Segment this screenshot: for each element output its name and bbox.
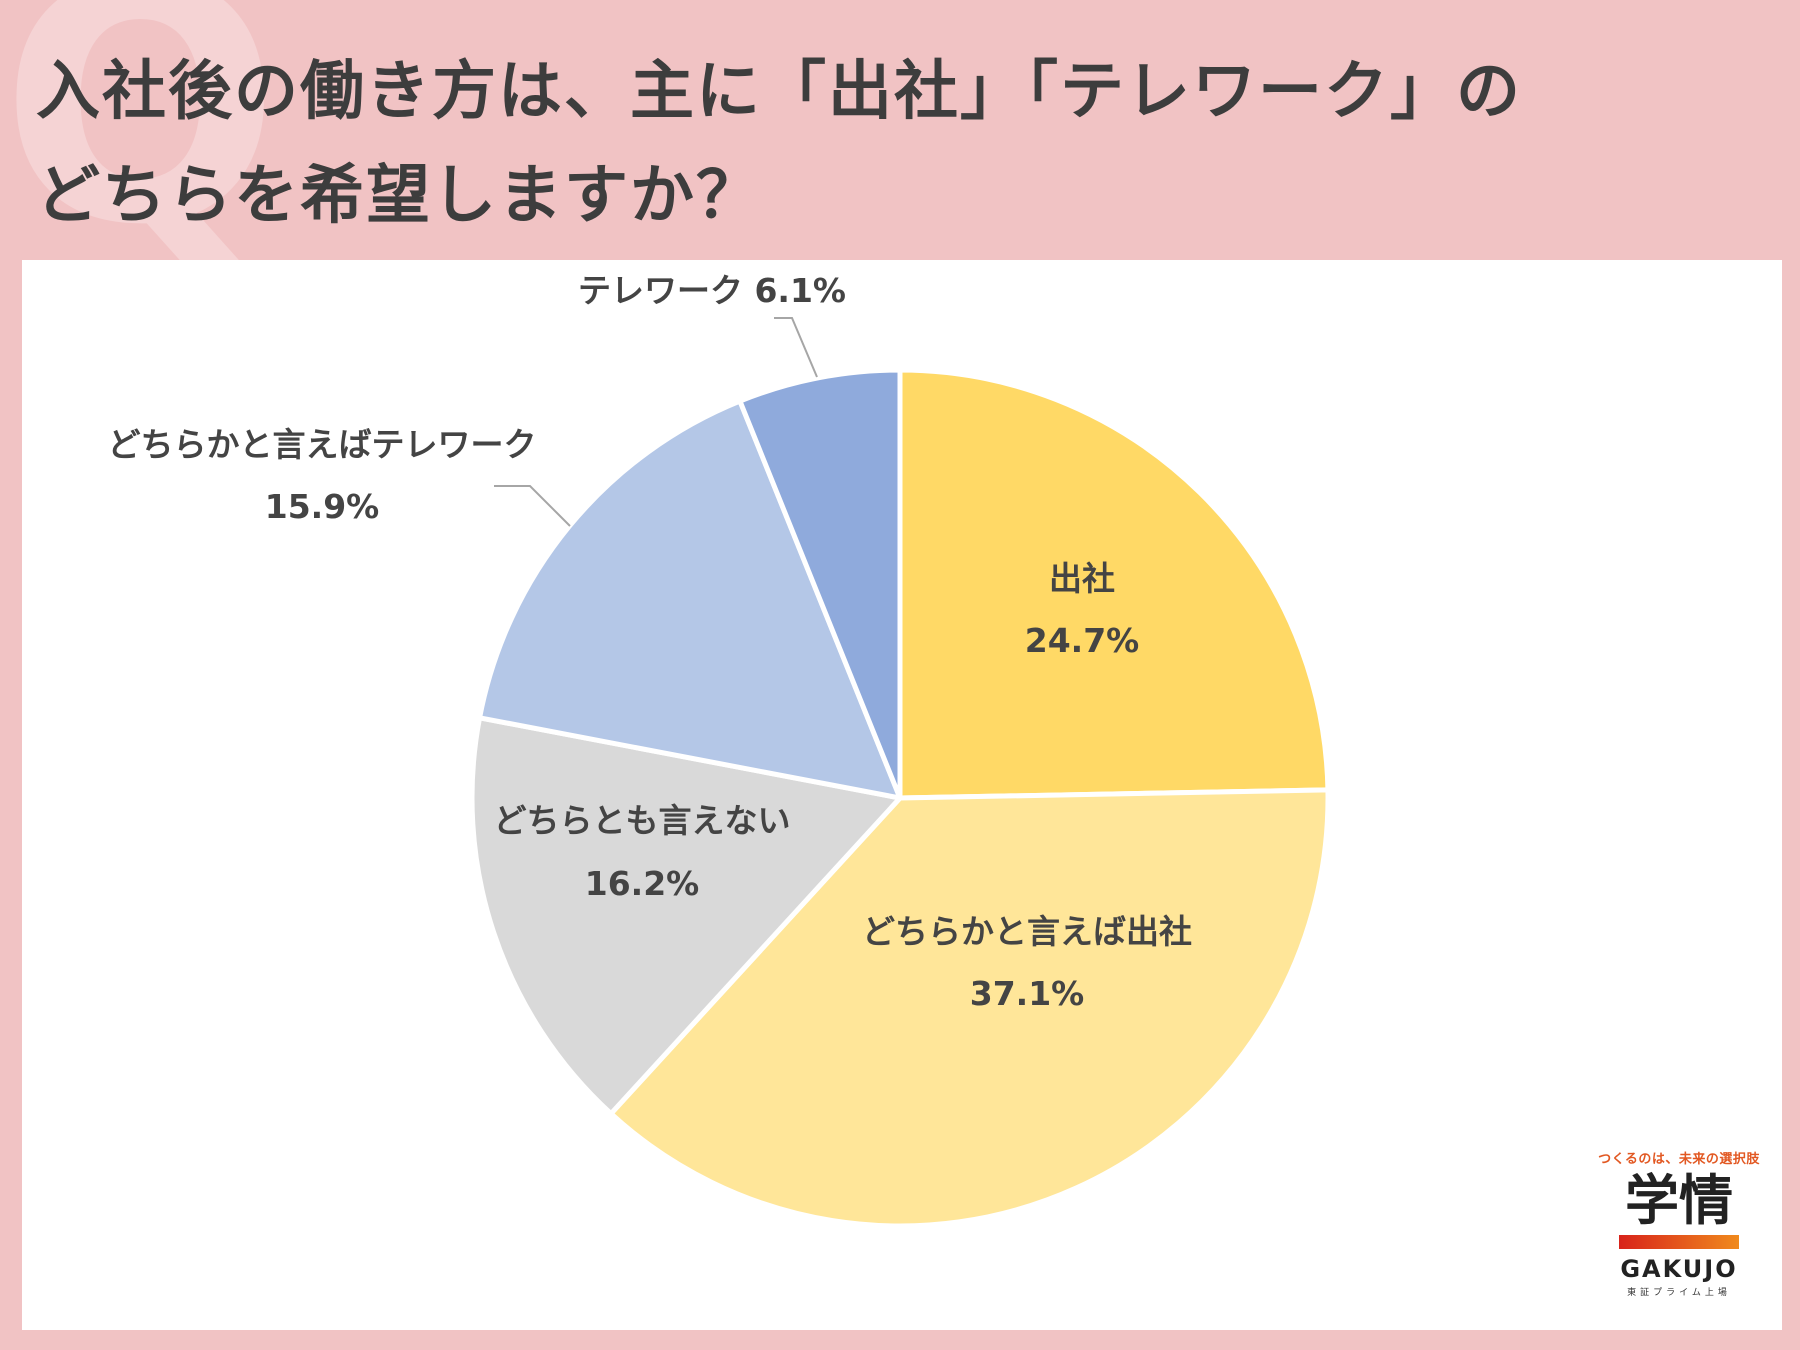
logo-name: GAKUJO: [1620, 1255, 1738, 1283]
logo-gradient-bar: [1619, 1235, 1739, 1249]
slice-name-neutral: どちらとも言えない: [494, 801, 791, 840]
leader-lines: [494, 317, 818, 527]
pie-chart: 出社 24.7% どちらかと言えば出社 37.1% どちらとも言えない 16.2% どちらか…: [108, 271, 1331, 1229]
leader-line-telework: [774, 317, 818, 378]
slice-value-office: 24.7%: [1025, 621, 1140, 660]
slice-value-neutral: 16.2%: [585, 864, 700, 903]
title-line-1: 入社後の働き方は、主に「出社」「テレワーク」の: [36, 55, 1522, 129]
pie-slice-office: [897, 367, 1331, 801]
logo-tagline: つくるのは、未来の選択肢: [1598, 1152, 1760, 1167]
slice-value-lean-telework: 15.9%: [265, 487, 380, 526]
slice-label-telework: テレワーク 6.1%: [578, 271, 846, 310]
chart-panel: 出社 24.7% どちらかと言えば出社 37.1% どちらとも言えない 16.2% どちらか…: [22, 260, 1782, 1330]
q-watermark-icon: Q: [0, 0, 281, 297]
gakujo-logo: つくるのは、未来の選択肢 学情 GAKUJO 東証プライム上場: [1594, 1148, 1764, 1298]
pie-slice-telework: [737, 367, 903, 801]
slice-name-office: 出社: [1049, 559, 1115, 598]
slice-name-lean-office: どちらかと言えば出社: [862, 912, 1192, 951]
pie-slice-neutral: [469, 715, 903, 1117]
slice-labels: 出社 24.7% どちらかと言えば出社 37.1% どちらとも言えない 16.2% どちらか…: [108, 271, 1193, 1013]
logo-kanji: 学情: [1625, 1169, 1733, 1232]
pie-slices: [469, 367, 1331, 1229]
leader-line-lean-telework: [494, 485, 571, 527]
slice-value-lean-office: 37.1%: [970, 974, 1085, 1013]
slice-name-lean-telework: どちらかと言えばテレワーク: [108, 425, 537, 464]
page-title: 入社後の働き方は、主に「出社」「テレワーク」の どちらを希望しますか？: [36, 40, 1776, 248]
logo-subtext: 東証プライム上場: [1627, 1288, 1731, 1298]
pie-slice-lean-office: [608, 787, 1331, 1229]
title-line-2: どちらを希望しますか？: [36, 159, 762, 233]
